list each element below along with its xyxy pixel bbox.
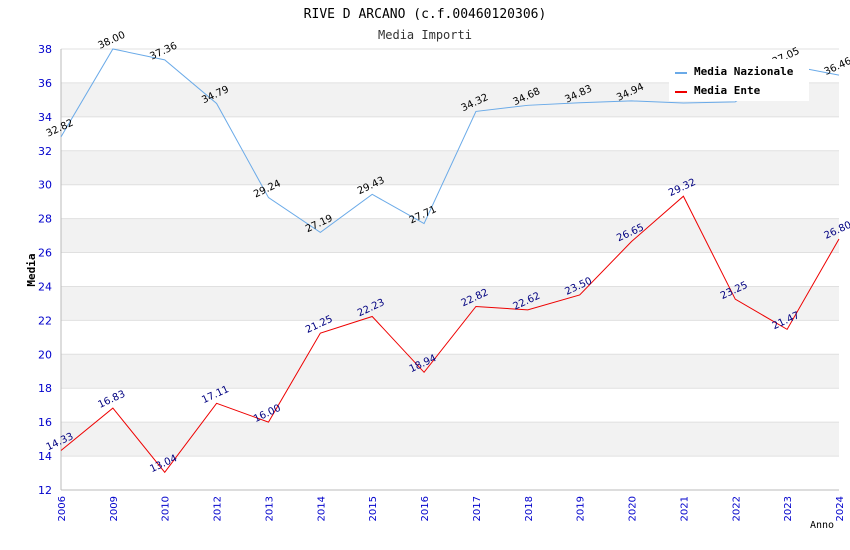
x-tick-label: 2022 [731,496,742,521]
grid-bands [61,82,839,457]
series-lines [60,48,840,474]
x-tick-label: 2021 [679,496,690,521]
series-line-media-ente [60,195,840,474]
grid-band [61,286,839,321]
x-tick-label: 2023 [783,496,794,521]
legend-label-media-nazionale: Media Nazionale [694,65,794,78]
chart-subtitle: Media Importi [378,28,472,42]
grid-band [61,422,839,457]
x-tick-label: 2010 [161,496,172,521]
x-tick-label: 2020 [628,496,639,521]
x-tick-labels: 2006 2009 2010 2012 2013 2014 2015 2016 2017 2018… [57,496,846,521]
y-tick-labels: 12 14 16 18 20 22 24 26 28 30 32 34 36 38 [38,43,52,497]
legend-background [669,59,809,101]
grid-band [61,354,839,389]
x-tick-label: 2017 [472,496,483,521]
y-tick-label: 22 [38,314,52,327]
x-tick-label: 2016 [420,496,431,521]
y-tick-label: 12 [38,484,52,497]
y-tick-label: 18 [38,382,52,395]
y-tick-label: 24 [38,280,52,293]
y-tick-label: 20 [38,348,52,361]
x-axis-label: Anno [810,520,834,531]
data-label: 38.00 [97,30,128,52]
y-tick-label: 14 [38,450,52,463]
x-tick-label: 2024 [835,496,846,521]
y-tick-label: 30 [38,179,52,192]
chart-title: RIVE D ARCANO (c.f.00460120306) [304,7,547,22]
x-tick-label: 2019 [576,496,587,521]
y-tick-label: 28 [38,213,52,226]
y-tick-label: 32 [38,145,52,158]
legend: Media Nazionale Media Ente [669,59,809,101]
y-axis-label: Media [25,253,38,286]
grid-band [61,218,839,253]
legend-label-media-ente: Media Ente [694,84,761,97]
y-tick-label: 26 [38,247,52,260]
y-tick-label: 16 [38,416,52,429]
x-tick-label: 2013 [264,496,275,521]
x-tick-label: 2012 [213,496,224,521]
y-tick-label: 34 [38,111,52,124]
x-tick-label: 2015 [368,496,379,521]
x-tick-label: 2018 [524,496,535,521]
y-tick-label: 36 [38,77,52,90]
x-tick-label: 2009 [109,496,120,521]
x-tick-label: 2014 [316,496,327,521]
y-tick-label: 38 [38,43,52,56]
series-line-media-nazionale [60,48,840,233]
x-tick-label: 2006 [57,496,68,521]
data-label: 16.83 [97,389,128,411]
